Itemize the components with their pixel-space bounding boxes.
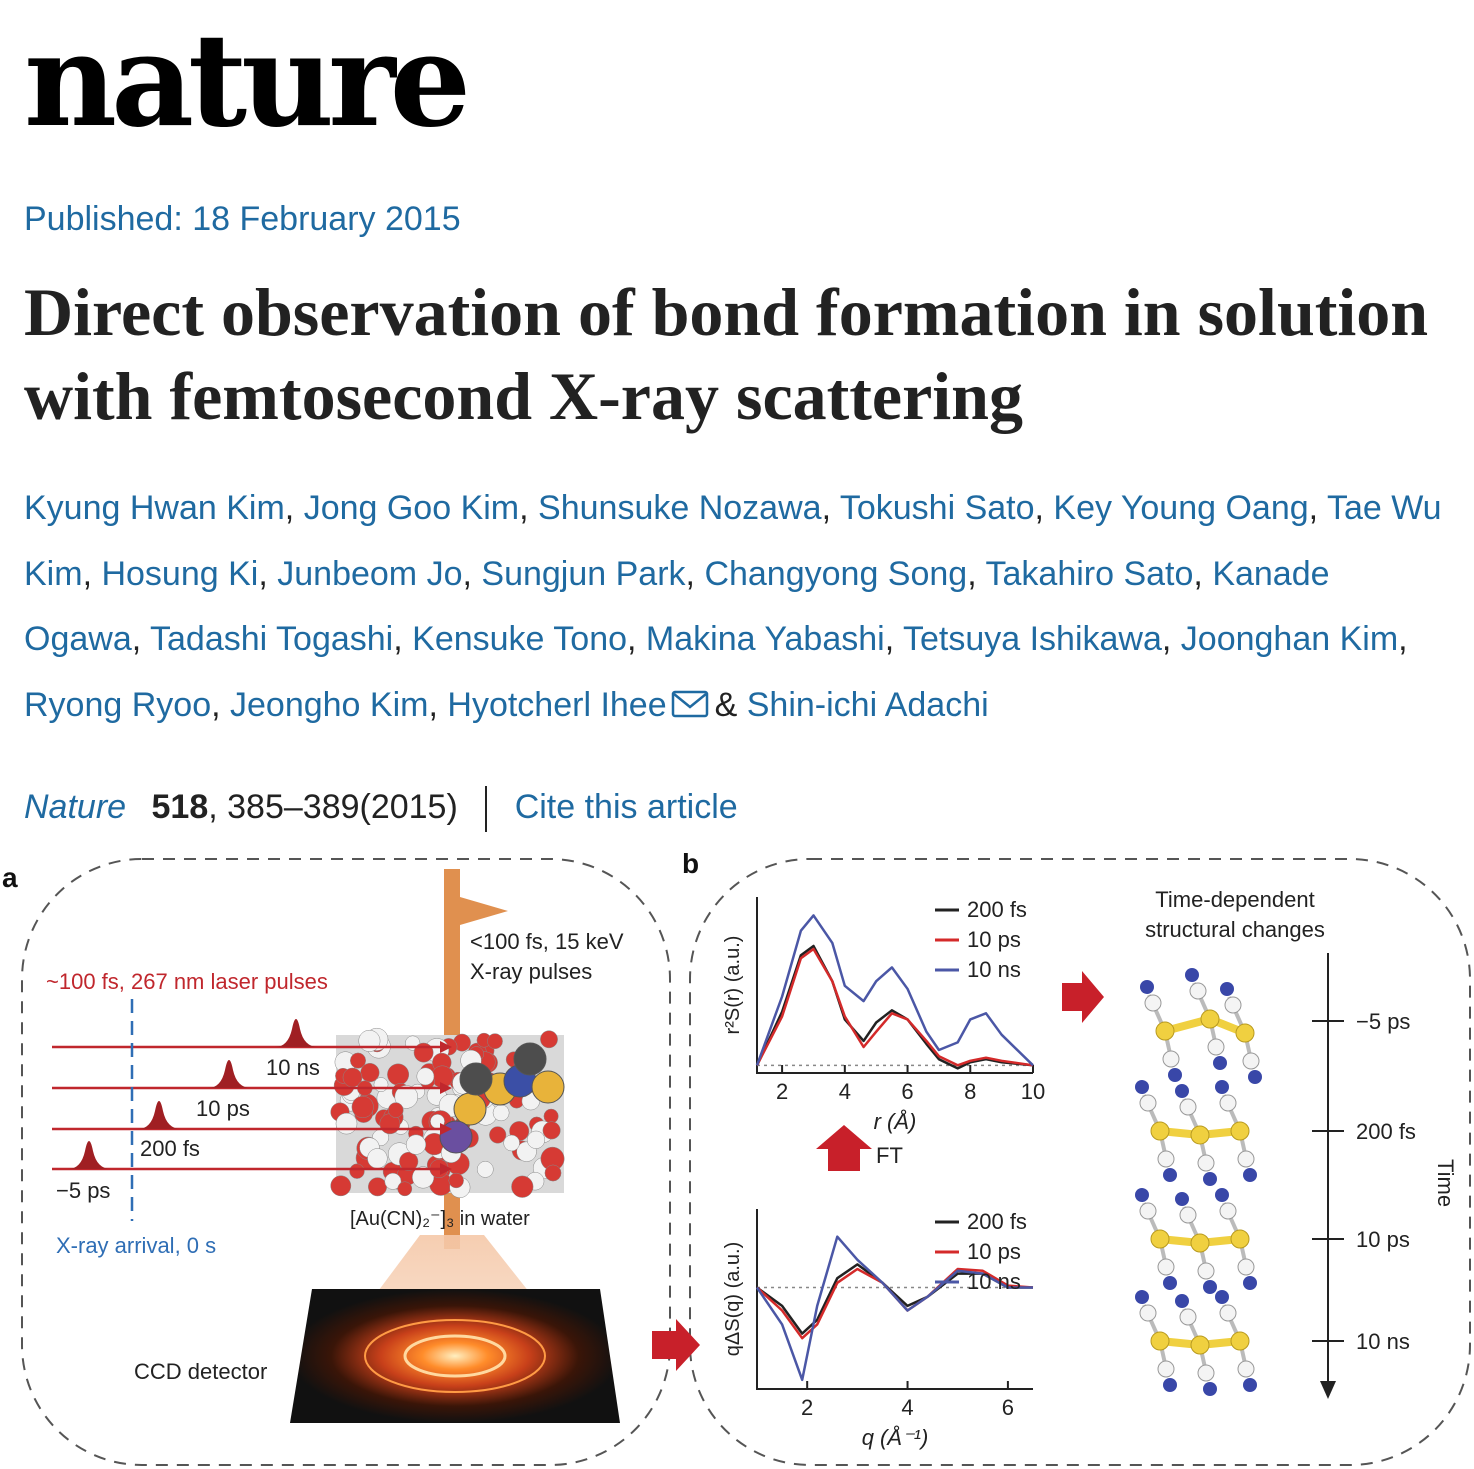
author-link[interactable]: Jong Goo Kim: [303, 489, 520, 527]
author-link[interactable]: Kyung Hwan Kim: [24, 489, 285, 527]
detector-label: CCD detector: [134, 1359, 267, 1384]
diffraction-ring: [403, 1334, 507, 1378]
article-figure: a b <100 fs, 15 keV X-ray pulses ~100 fs…: [2, 849, 1471, 1466]
tick-label: 2: [801, 1395, 813, 1420]
series-line: [755, 944, 1034, 1070]
x-axis-label: r (Å): [874, 1109, 917, 1134]
trimer-structure: [1135, 1080, 1257, 1186]
trimer-structure: [1135, 1188, 1257, 1294]
time-tick-label: 10 ns: [1356, 1329, 1410, 1354]
author-link[interactable]: Kensuke Tono: [412, 620, 628, 658]
author-link[interactable]: Makina Yabashi: [645, 620, 885, 658]
time-tick-label: 200 fs: [1356, 1119, 1416, 1144]
author-link[interactable]: Tokushi Sato: [839, 489, 1035, 527]
xray-label-1: <100 fs, 15 keV: [470, 929, 624, 954]
legend-label: 200 fs: [967, 1209, 1027, 1234]
delay-200fs: 200 fs: [140, 1136, 200, 1161]
citation-journal[interactable]: Nature: [24, 788, 127, 826]
author-link[interactable]: Shunsuke Nozawa: [538, 489, 822, 527]
citation-divider: [485, 786, 488, 833]
laser-pulses: [52, 1019, 452, 1175]
citation-line: Nature 518, 385–389(2015) Cite this arti…: [24, 782, 738, 833]
flow-arrow-structures: [1062, 971, 1104, 1023]
delay-10ps: 10 ps: [196, 1096, 250, 1121]
author-link[interactable]: Kanade Ogawa: [24, 554, 1330, 659]
series-line: [755, 947, 1034, 1067]
author-link[interactable]: Hosung Ki: [101, 554, 259, 593]
y-axis-label: r²S(r) (a.u.): [722, 936, 744, 1035]
ccd-detector: [290, 1289, 620, 1423]
delay-10ns: 10 ns: [266, 1055, 320, 1080]
flow-arrow-a-b: [652, 1319, 700, 1371]
author-link[interactable]: Tadashi Togashi: [150, 620, 394, 658]
author-list: Kyung Hwan Kim, Jong Goo Kim, Shunsuke N…: [24, 476, 1454, 742]
chart-qdS: 2 4 6 200 fs 10 ps 10 ns q (Å⁻¹) qΔS(q) (a.u.): [722, 1209, 1034, 1450]
trimer-structure: [1140, 968, 1262, 1084]
citation-pages: , 385–389(2015): [208, 788, 458, 826]
author-link[interactable]: Key Young Oang: [1053, 489, 1309, 527]
structure-title-1: Time-dependent: [1155, 887, 1314, 912]
delay-minus5ps: −5 ps: [56, 1178, 110, 1203]
y-axis-label: qΔS(q) (a.u.): [722, 1242, 744, 1357]
author-link[interactable]: Tae Wu Kim: [24, 489, 1442, 593]
ft-arrow: [816, 1125, 872, 1171]
panel-b-frame: [689, 858, 1471, 1466]
mail-icon[interactable]: [671, 677, 709, 743]
xray-pennant: [460, 897, 508, 925]
tick-label: 4: [901, 1395, 913, 1420]
diffraction-ring-outer: [364, 1319, 546, 1393]
legend-label: 10 ns: [967, 1269, 1021, 1294]
tick-label: 6: [901, 1079, 913, 1104]
author-link[interactable]: Sungjun Park: [481, 554, 686, 593]
legend-label: 10 ps: [967, 927, 1021, 952]
sample-cloud: [330, 1027, 565, 1198]
xray-arrival-label: X-ray arrival, 0 s: [56, 1233, 216, 1258]
author-link[interactable]: Takahiro Sato: [985, 554, 1194, 593]
author-link[interactable]: Shin-ichi Adachi: [746, 685, 989, 724]
tick-label: 10: [1021, 1079, 1045, 1104]
sample-label: [Au(CN)₂⁻]₃ in water: [350, 1208, 530, 1230]
tick-label: 8: [964, 1079, 976, 1104]
series-line: [755, 914, 1034, 1067]
legend-label: 10 ps: [967, 1239, 1021, 1264]
legend-label: 200 fs: [967, 897, 1027, 922]
x-axis-label: q (Å⁻¹): [862, 1425, 929, 1450]
xray-label-2: X-ray pulses: [470, 959, 592, 984]
author-link[interactable]: Tetsuya Ishikawa: [902, 620, 1162, 658]
time-tick-label: 10 ps: [1356, 1227, 1410, 1252]
laser-label: ~100 fs, 267 nm laser pulses: [46, 969, 328, 994]
series-line: [755, 1235, 1033, 1382]
ft-label: FT: [876, 1143, 903, 1168]
chart-rS: 2 4 6 8 10 200 fs 10 ps 10 ns r (Å) r²S(r) (a.u.): [722, 897, 1045, 1134]
nature-logo[interactable]: nature: [24, 6, 471, 156]
structures: [1135, 968, 1262, 1396]
author-link[interactable]: Jeongho Kim: [230, 685, 429, 724]
article-title: Direct observation of bond formation in …: [24, 274, 1429, 434]
tick-label: 6: [1002, 1395, 1014, 1420]
tick-label: 4: [839, 1079, 851, 1104]
trimer-structure: [1135, 1290, 1257, 1396]
panel-b-label: b: [682, 849, 699, 879]
time-axis-label: Time: [1433, 1159, 1458, 1207]
cite-this-article-link[interactable]: Cite this article: [514, 788, 738, 826]
panel-a-label: a: [2, 862, 18, 893]
author-link[interactable]: Hyotcherl Ihee: [447, 685, 667, 724]
structure-title-2: structural changes: [1145, 917, 1325, 942]
legend-label: 10 ns: [967, 957, 1021, 982]
published-date: Published: 18 February 2015: [24, 200, 461, 238]
author-link[interactable]: Joonghan Kim: [1180, 620, 1399, 658]
citation-volume: 518: [151, 788, 209, 826]
panel-a-frame: [21, 858, 671, 1466]
author-link[interactable]: Junbeom Jo: [277, 554, 463, 593]
time-axis-arrowhead: [1320, 1381, 1336, 1399]
time-tick-label: −5 ps: [1356, 1009, 1410, 1034]
author-link[interactable]: Changyong Song: [704, 554, 968, 593]
tick-label: 2: [776, 1079, 788, 1104]
author-link[interactable]: Ryong Ryoo: [24, 685, 212, 724]
